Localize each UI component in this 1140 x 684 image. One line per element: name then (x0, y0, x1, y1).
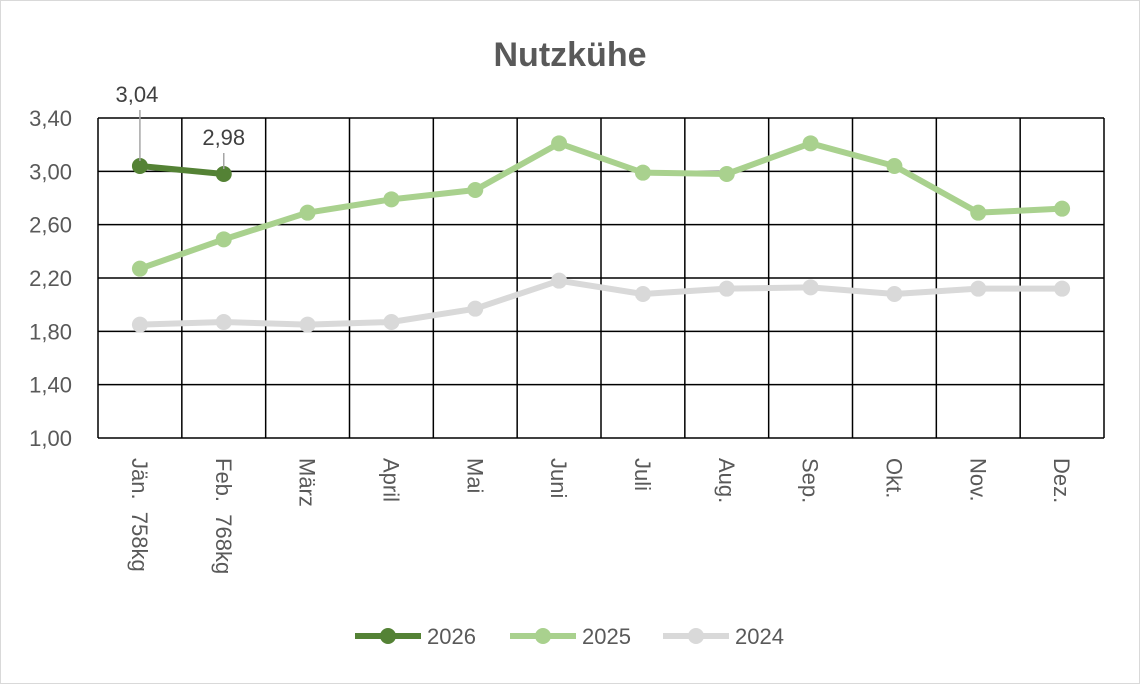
data-point-2024 (970, 280, 987, 297)
y-tick-label: 3,40 (29, 106, 72, 131)
y-tick-label: 3,00 (29, 159, 72, 184)
legend-marker-2025 (535, 628, 551, 644)
x-tick-label: Okt. (881, 458, 906, 498)
chart-title: Nutzkühe (494, 36, 647, 74)
series-line-2026 (139, 163, 225, 177)
data-point-2025 (551, 135, 568, 152)
legend-label-2024: 2024 (735, 624, 784, 649)
data-point-2026 (215, 166, 232, 182)
data-point-2024 (383, 314, 400, 330)
data-point-2024 (299, 316, 316, 333)
data-point-2024 (131, 316, 148, 333)
data-point-2024 (467, 300, 484, 317)
x-tick-label: Juli (630, 458, 655, 491)
y-tick-label: 1,40 (29, 373, 72, 398)
y-tick-label: 2,20 (29, 266, 72, 291)
legend-marker-2026 (380, 628, 396, 644)
data-label: 2,98 (202, 125, 245, 150)
data-point-2024 (802, 279, 819, 296)
series-line-2024 (139, 277, 1063, 328)
data-point-2025 (718, 166, 735, 182)
x-tick-label: Aug. (714, 458, 739, 503)
x-tick-label: Feb. 768kg (211, 458, 236, 574)
data-point-2025 (1054, 200, 1071, 217)
data-point-2024 (718, 280, 735, 297)
data-point-2025 (383, 191, 400, 208)
x-tick-label: Jän. 758kg (127, 458, 152, 572)
series-line-2025 (138, 140, 1063, 272)
x-tick-label: Mai (462, 458, 487, 493)
data-point-2025 (131, 260, 148, 277)
legend-label-2025: 2025 (582, 624, 631, 649)
data-point-2025 (467, 182, 484, 198)
data-point-2025 (634, 164, 651, 181)
data-point-2025 (802, 135, 819, 152)
legend-marker-2024 (688, 628, 704, 644)
data-point-2025 (970, 204, 987, 221)
data-label: 3,04 (116, 82, 159, 107)
data-point-2024 (886, 286, 903, 302)
x-tick-label: April (378, 458, 403, 502)
data-point-2025 (299, 204, 316, 221)
x-tick-label: Nov. (965, 458, 990, 502)
data-point-2024 (634, 286, 651, 302)
y-tick-label: 1,80 (29, 319, 72, 344)
x-tick-label: Dez. (1049, 458, 1074, 503)
data-point-2024 (215, 314, 232, 330)
x-tick-label: Sep. (798, 458, 823, 503)
y-tick-label: 1,00 (29, 426, 72, 451)
x-tick-label: März (295, 458, 320, 507)
data-point-2024 (551, 272, 568, 289)
x-tick-label: Juni (546, 458, 571, 498)
data-point-2025 (215, 231, 232, 248)
y-tick-label: 2,60 (29, 213, 72, 238)
legend-label-2026: 2026 (427, 624, 476, 649)
data-point-2026 (131, 158, 148, 174)
data-point-2024 (1054, 280, 1071, 297)
data-point-2025 (886, 158, 903, 174)
